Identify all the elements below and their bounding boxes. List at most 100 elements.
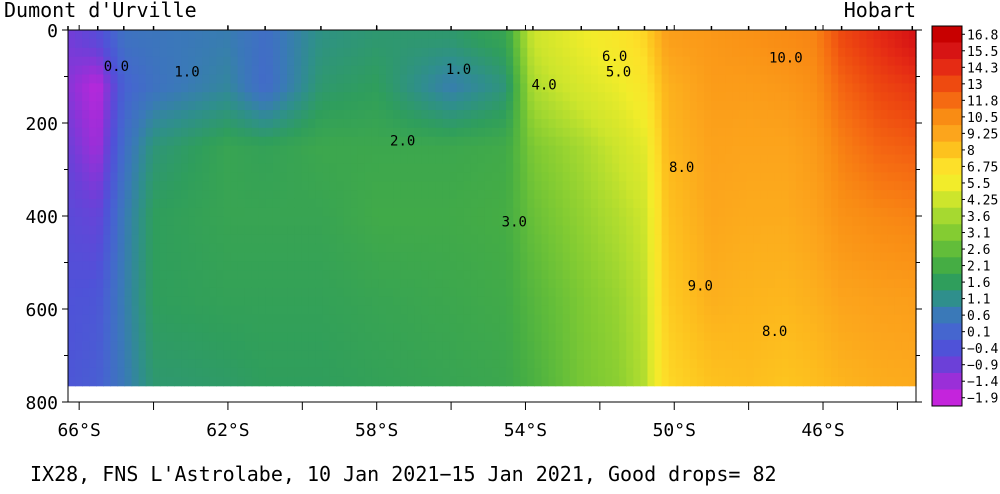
heatmap-cell: [908, 190, 917, 200]
heatmap-cell: [428, 83, 437, 93]
heatmap-cell: [463, 350, 472, 360]
heatmap-cell: [612, 101, 620, 111]
heatmap-cell: [386, 154, 394, 164]
heatmap-cell: [287, 38, 295, 49]
heatmap-cell: [223, 56, 232, 67]
heatmap-cell: [753, 225, 762, 236]
heatmap-cell: [873, 261, 882, 271]
heatmap-cell: [711, 92, 719, 102]
heatmap-cell: [668, 110, 677, 120]
heatmap-cell: [880, 314, 889, 325]
heatmap-cell: [802, 305, 811, 316]
heatmap-cell: [541, 279, 550, 289]
heatmap-cell: [428, 225, 437, 236]
heatmap-cell: [647, 136, 656, 147]
heatmap-cell: [428, 243, 437, 253]
heatmap-cell: [732, 207, 740, 218]
heatmap-cell: [675, 181, 684, 191]
heatmap-cell: [689, 252, 698, 262]
heatmap-cell: [711, 225, 719, 236]
heatmap-cell: [216, 136, 225, 147]
heatmap-cell: [117, 252, 126, 262]
heatmap-cell: [696, 216, 705, 227]
heatmap-cell: [894, 225, 903, 236]
heatmap-cell: [82, 332, 90, 342]
heatmap-cell: [371, 323, 380, 333]
heatmap-cell: [89, 30, 97, 40]
heatmap-cell: [633, 30, 641, 40]
heatmap-cell: [287, 216, 295, 227]
heatmap-cell: [442, 190, 451, 200]
heatmap-cell: [280, 172, 288, 182]
heatmap-cell: [654, 376, 663, 387]
heatmap-cell: [824, 118, 832, 129]
heatmap-cell: [400, 172, 408, 182]
heatmap-cell: [718, 118, 726, 129]
heatmap-cell: [894, 350, 903, 360]
heatmap-cell: [852, 65, 861, 76]
heatmap-cell: [506, 172, 514, 182]
heatmap-cell: [329, 332, 338, 342]
heatmap-cell: [258, 216, 267, 227]
heatmap-cell: [711, 270, 719, 280]
heatmap-cell: [442, 136, 451, 147]
heatmap-cell: [583, 350, 592, 360]
heatmap-cell: [492, 190, 500, 200]
heatmap-cell: [718, 127, 726, 138]
heatmap-cell: [739, 279, 747, 289]
heatmap-cell: [421, 359, 429, 369]
heatmap-cell: [188, 305, 196, 316]
heatmap-cell: [647, 38, 656, 49]
heatmap-cell: [364, 74, 373, 84]
heatmap-cell: [308, 243, 316, 253]
heatmap-cell: [287, 341, 295, 351]
heatmap-cell: [711, 136, 719, 147]
heatmap-cell: [181, 163, 189, 173]
heatmap-cell: [583, 341, 592, 351]
heatmap-cell: [555, 190, 564, 200]
heatmap-cell: [364, 367, 373, 378]
heatmap-cell: [308, 65, 316, 76]
heatmap-cell: [767, 83, 776, 93]
heatmap-cell: [188, 145, 196, 156]
heatmap-cell: [209, 198, 217, 209]
heatmap-cell: [477, 65, 486, 76]
heatmap-cell: [294, 83, 302, 93]
heatmap-cell: [343, 367, 352, 378]
heatmap-cell: [386, 172, 394, 182]
heatmap-cell: [626, 190, 634, 200]
heatmap-cell: [159, 56, 168, 67]
heatmap-cell: [802, 83, 811, 93]
heatmap-cell: [866, 47, 875, 58]
heatmap-cell: [774, 243, 783, 253]
heatmap-cell: [244, 207, 253, 218]
heatmap-cell: [378, 359, 387, 369]
heatmap-cell: [541, 296, 550, 307]
heatmap-cell: [68, 314, 76, 325]
heatmap-cell: [237, 163, 246, 173]
heatmap-cell: [506, 225, 514, 236]
heatmap-cell: [407, 92, 415, 102]
heatmap-cell: [265, 172, 274, 182]
heatmap-cell: [732, 341, 740, 351]
heatmap-cell: [477, 225, 486, 236]
heatmap-cell: [110, 47, 119, 58]
heatmap-cell: [739, 296, 747, 307]
heatmap-cell: [711, 172, 719, 182]
heatmap-cell: [887, 314, 896, 325]
heatmap-cell: [386, 287, 394, 298]
heatmap-cell: [795, 350, 804, 360]
heatmap-cell: [152, 332, 161, 342]
heatmap-cell: [287, 314, 295, 325]
heatmap-cell: [159, 323, 168, 333]
heatmap-cell: [251, 30, 260, 40]
heatmap-cell: [689, 163, 698, 173]
heatmap-cell: [103, 332, 111, 342]
heatmap-cell: [527, 296, 535, 307]
heatmap-cell: [548, 359, 557, 369]
heatmap-cell: [280, 270, 288, 280]
heatmap-cell: [732, 181, 740, 191]
heatmap-cell: [739, 234, 747, 245]
heatmap-cell: [605, 243, 613, 253]
heatmap-cell: [711, 190, 719, 200]
